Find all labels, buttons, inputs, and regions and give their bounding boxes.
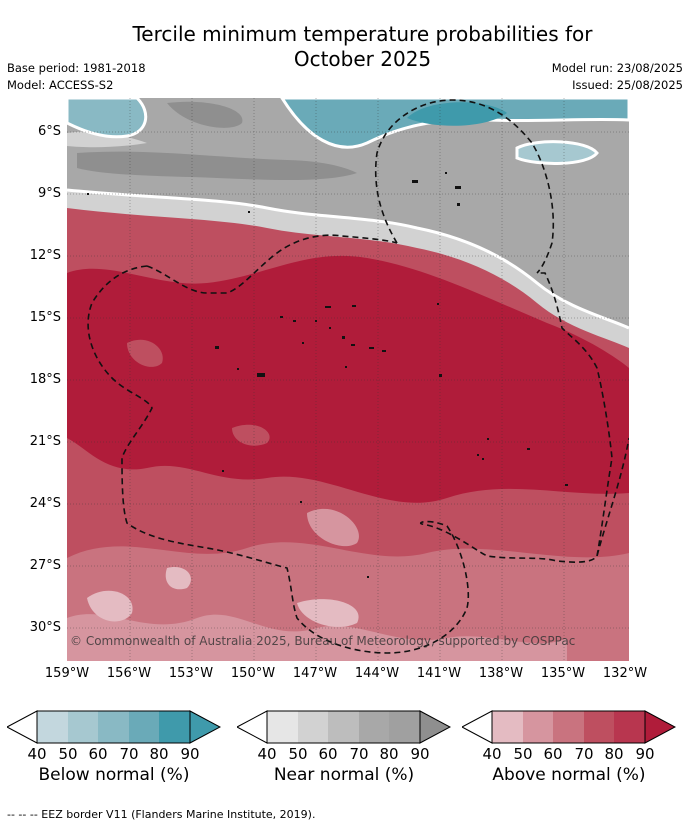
lon-label-144w: 144°W <box>354 666 400 681</box>
tick-90: 90 <box>635 745 655 763</box>
legend-below-normal: 40 50 60 70 80 90 Below normal (%) <box>7 710 221 785</box>
legend-title-below-normal: Below normal (%) <box>38 765 190 785</box>
lat-label-9s: 9°S <box>37 186 61 201</box>
tick-60: 60 <box>88 745 108 763</box>
eez-marquesas <box>374 99 555 274</box>
meta-right: Model run: 23/08/2025 Issued: 25/08/2025 <box>552 60 683 94</box>
ticks-above-normal: 40 50 60 70 80 90 <box>462 744 676 764</box>
lat-label-15s: 15°S <box>29 310 61 325</box>
base-period: Base period: 1981-2018 <box>7 61 146 75</box>
lat-label-30s: 30°S <box>29 620 61 635</box>
probability-map <box>67 98 629 661</box>
near-normal-light-strip <box>67 131 147 148</box>
chart-title: Tercile minimum temperature probabilitie… <box>0 22 690 72</box>
tick-40: 40 <box>27 745 47 763</box>
tick-90: 90 <box>180 745 200 763</box>
tick-70: 70 <box>574 745 594 763</box>
lon-label-135w: 135°W <box>540 666 586 681</box>
eez-footnote: -- -- -- EEZ border V11 (Flanders Marine… <box>7 808 316 821</box>
tick-80: 80 <box>149 745 169 763</box>
legend-title-near-normal: Near normal (%) <box>273 765 415 785</box>
eez-east <box>537 272 613 557</box>
lat-label-18s: 18°S <box>29 372 61 387</box>
near-normal-patch <box>167 101 243 128</box>
colorbar-below-normal <box>7 710 221 744</box>
lat-label-6s: 6°S <box>37 124 61 139</box>
ticks-near-normal: 40 50 60 70 80 90 <box>237 744 451 764</box>
colorbar-near-normal <box>237 710 451 744</box>
lon-label-159w: 159°W <box>44 666 90 681</box>
tick-80: 80 <box>604 745 624 763</box>
legend-title-above-normal: Above normal (%) <box>492 765 646 785</box>
above-normal-patch-b <box>87 590 133 622</box>
lon-label-156w: 156°W <box>106 666 152 681</box>
tick-50: 50 <box>58 745 78 763</box>
legend-above-normal: 40 50 60 70 80 90 Above normal (%) <box>462 710 676 785</box>
core-hole-b <box>232 424 270 446</box>
below-normal-patch-west <box>67 98 148 139</box>
tick-40: 40 <box>257 745 277 763</box>
above-normal-patch-a <box>307 508 359 547</box>
above-normal-40-region <box>67 614 567 661</box>
title-line-2: October 2025 <box>293 47 432 71</box>
lon-label-132w: 132°W <box>602 666 648 681</box>
model-run: Model run: 23/08/2025 <box>551 61 683 75</box>
tick-60: 60 <box>543 745 563 763</box>
lon-label-141w: 141°W <box>416 666 462 681</box>
below-normal-patch-east <box>515 140 599 165</box>
tick-90: 90 <box>410 745 430 763</box>
lat-label-27s: 27°S <box>29 558 61 573</box>
above-normal-patch-d <box>297 599 359 627</box>
meta-left: Base period: 1981-2018 Model: ACCESS-S2 <box>7 60 146 94</box>
model-name: Model: ACCESS-S2 <box>7 78 114 92</box>
eez-borders <box>87 99 629 654</box>
legend-near-normal: 40 50 60 70 80 90 Near normal (%) <box>237 710 451 785</box>
above-normal-patch-c <box>165 567 191 590</box>
lon-label-138w: 138°W <box>478 666 524 681</box>
title-line-1: Tercile minimum temperature probabilitie… <box>132 22 593 46</box>
islands <box>87 172 568 578</box>
near-normal-80-band <box>77 151 357 181</box>
lon-label-153w: 153°W <box>168 666 214 681</box>
issued-date: Issued: 25/08/2025 <box>572 78 683 92</box>
lon-label-150w: 150°W <box>230 666 276 681</box>
tick-80: 80 <box>379 745 399 763</box>
lat-label-21s: 21°S <box>29 434 61 449</box>
tercile-boundary-line <box>67 188 629 330</box>
tick-50: 50 <box>288 745 308 763</box>
tick-70: 70 <box>349 745 369 763</box>
copyright-notice: © Commonwealth of Australia 2025, Bureau… <box>70 634 576 648</box>
tick-60: 60 <box>318 745 338 763</box>
lat-label-24s: 24°S <box>29 496 61 511</box>
core-hole-a <box>127 339 163 367</box>
colorbar-above-normal <box>462 710 676 744</box>
above-normal-90-core <box>67 255 629 503</box>
lat-label-12s: 12°S <box>29 248 61 263</box>
map-svg <box>67 98 629 661</box>
tick-40: 40 <box>482 745 502 763</box>
below-normal-core <box>407 102 507 126</box>
lon-label-147w: 147°W <box>292 666 338 681</box>
ticks-below-normal: 40 50 60 70 80 90 <box>7 744 221 764</box>
tick-50: 50 <box>513 745 533 763</box>
tick-70: 70 <box>119 745 139 763</box>
eez-french-polynesia <box>87 265 629 654</box>
near-normal-band <box>67 98 629 328</box>
eez-north-of-cook <box>146 234 398 294</box>
